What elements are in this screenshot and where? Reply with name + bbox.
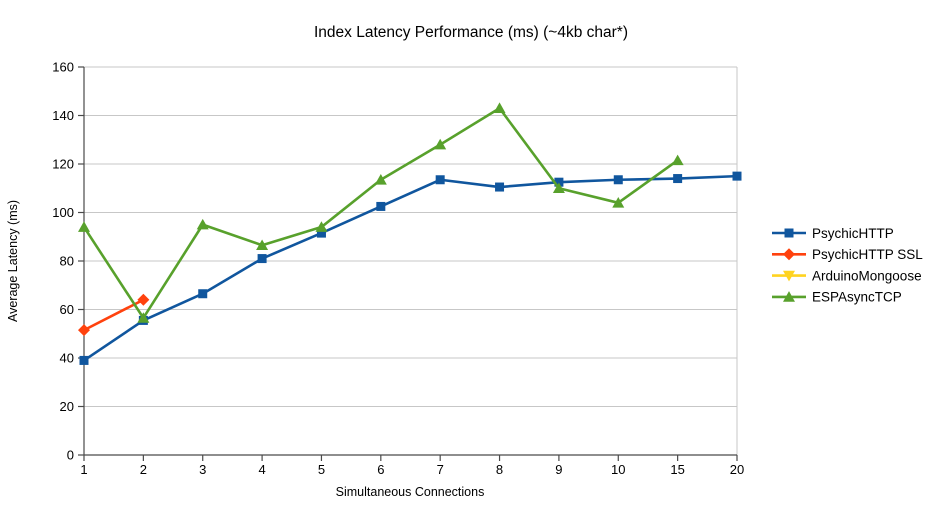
- series-PsychicHTTP-SSL: [78, 293, 150, 337]
- series-line: [82, 106, 679, 320]
- x-tick-label: 15: [670, 462, 684, 477]
- data-series: [78, 102, 742, 365]
- legend-label: ESPAsyncTCP: [812, 290, 902, 305]
- data-point-marker: [784, 228, 794, 238]
- data-point-marker: [79, 355, 89, 365]
- data-point-marker: [612, 197, 625, 208]
- data-point-marker: [732, 171, 742, 181]
- legend-item-ESPAsyncTCP: ESPAsyncTCP: [772, 290, 902, 305]
- y-tick-label: 140: [52, 108, 74, 123]
- data-point-marker: [434, 138, 447, 150]
- legend-item-PsychicHTTP-SSL: PsychicHTTP SSL: [772, 247, 923, 262]
- x-tick-label: 20: [730, 462, 744, 477]
- data-point-marker: [783, 291, 795, 302]
- y-tick-label: 20: [60, 399, 74, 414]
- legend-item-PsychicHTTP: PsychicHTTP: [772, 226, 894, 241]
- y-tick-label: 100: [52, 205, 74, 220]
- y-tick-label: 0: [67, 448, 74, 463]
- legend: PsychicHTTP PsychicHTTP SSL ArduinoMongoos…: [772, 226, 923, 305]
- data-point-marker: [376, 201, 386, 211]
- data-point-marker: [315, 221, 328, 232]
- data-point-marker: [256, 239, 269, 251]
- axes: [78, 66, 738, 461]
- x-tick-label: 2: [140, 462, 147, 477]
- y-tick-label: 80: [60, 254, 74, 269]
- x-tick-label: 7: [437, 462, 444, 477]
- x-tick-label: 10: [611, 462, 625, 477]
- legend-label: PsychicHTTP SSL: [812, 247, 923, 262]
- y-axis-title: Average Latency (ms): [6, 200, 20, 322]
- data-point-marker: [196, 218, 209, 230]
- data-point-marker: [137, 312, 150, 323]
- data-point-marker: [493, 102, 506, 114]
- tick-labels: 0 20 40 60 80 100 120 140 160 1 2 3 4 5 6 7 8 9 10 15 20: [52, 60, 744, 478]
- y-tick-label: 40: [60, 351, 74, 366]
- data-point-marker: [374, 173, 387, 185]
- y-tick-label: 60: [60, 302, 74, 317]
- data-point-marker: [673, 174, 683, 184]
- chart-title: Index Latency Performance (ms) (~4kb cha…: [314, 24, 628, 41]
- x-tick-label: 8: [496, 462, 503, 477]
- data-point-marker: [613, 175, 623, 185]
- data-point-marker: [552, 182, 565, 194]
- x-tick-label: 3: [199, 462, 206, 477]
- data-point-marker: [671, 154, 684, 166]
- legend-label: PsychicHTTP: [812, 226, 894, 241]
- series-ESPAsyncTCP: [78, 102, 684, 323]
- x-tick-label: 6: [377, 462, 384, 477]
- data-point-marker: [495, 182, 505, 192]
- legend-item-ArduinoMongoose: ArduinoMongoose: [772, 268, 922, 283]
- data-point-marker: [78, 221, 90, 232]
- series-PsychicHTTP: [79, 171, 742, 365]
- data-point-marker: [257, 254, 267, 264]
- x-axis-title: Simultaneous Connections: [336, 485, 485, 499]
- data-point-marker: [78, 324, 90, 337]
- series-line: [83, 174, 738, 362]
- data-point-marker: [783, 248, 795, 261]
- x-tick-label: 9: [555, 462, 562, 477]
- data-point-marker: [198, 289, 208, 299]
- x-tick-label: 1: [80, 462, 87, 477]
- y-tick-label: 120: [52, 157, 74, 172]
- x-tick-label: 5: [318, 462, 325, 477]
- data-point-marker: [554, 177, 564, 187]
- data-point-marker: [783, 270, 795, 282]
- data-point-marker: [316, 228, 326, 238]
- gridlines: [84, 66, 738, 455]
- data-point-marker: [435, 175, 445, 185]
- x-tick-label: 4: [258, 462, 265, 477]
- y-tick-label: 160: [52, 60, 74, 75]
- legend-label: ArduinoMongoose: [812, 268, 922, 283]
- data-point-marker: [137, 293, 150, 306]
